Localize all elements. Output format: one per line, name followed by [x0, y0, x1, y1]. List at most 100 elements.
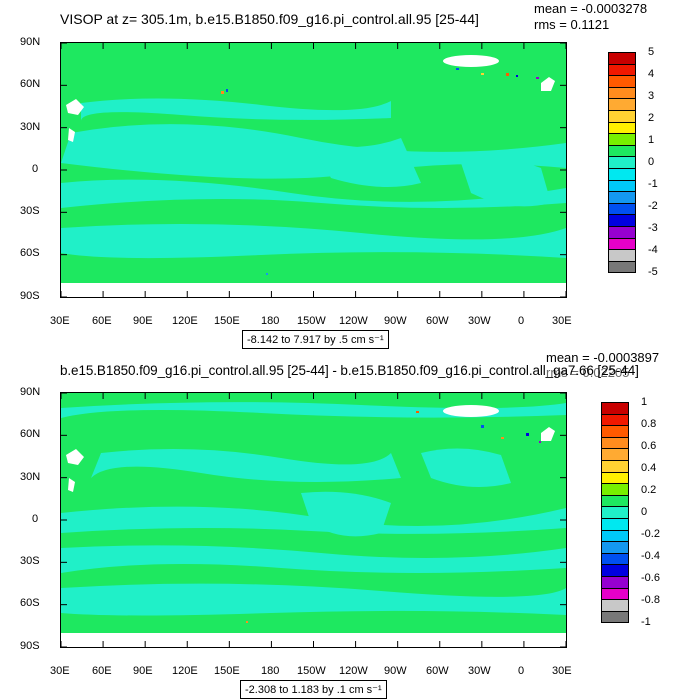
colorbar-label: 2 [648, 112, 655, 125]
colorbar-label: -1 [641, 616, 651, 629]
land-mask [541, 77, 555, 91]
panel-1-map-svg [61, 43, 566, 297]
panel-1-title: VISOP at z= 305.1m, b.e15.B1850.f09_g16.… [60, 11, 479, 27]
anomaly-speck [506, 73, 509, 76]
colorbar-label: -1 [648, 178, 658, 191]
lon-tick: 60W [426, 315, 449, 327]
lat-tick: 30N [20, 471, 41, 483]
anomaly-speck [221, 91, 224, 94]
colorbar-label: 3 [648, 90, 655, 103]
lon-tick: 90W [384, 315, 407, 327]
lon-tick: 60W [426, 665, 449, 677]
lon-tick: 90E [133, 315, 153, 327]
colorbar-label: 0 [641, 506, 648, 519]
lat-tick: 90N [20, 36, 41, 48]
anomaly-speck [416, 411, 419, 413]
ocean-band [61, 124, 566, 179]
anomaly-speck [266, 273, 268, 275]
lat-tick: 30S [20, 555, 40, 567]
anomaly-speck [456, 68, 459, 70]
lon-tick: 150E [214, 315, 240, 327]
colorbar-label: 0.6 [641, 440, 657, 453]
lon-tick: 150W [297, 665, 326, 677]
lat-tick: 30N [20, 121, 41, 133]
panel-1-map [60, 42, 567, 298]
colorbar-label: 4 [648, 68, 655, 81]
lon-tick: 90E [133, 665, 153, 677]
panel-1-rms: rms = 0.1121 [534, 17, 610, 32]
anomaly-speck [226, 89, 228, 92]
anomaly-speck [536, 77, 539, 79]
lon-tick: 30E [552, 315, 572, 327]
ocean-band [81, 98, 391, 121]
land-mask [68, 478, 75, 492]
ocean-band [461, 159, 551, 207]
land-mask [443, 55, 499, 67]
colorbar-label: 0.8 [641, 418, 657, 431]
ocean-band [311, 138, 421, 187]
panel-2-title: b.e15.B1850.f09_g16.pi_control.all.95 [2… [60, 364, 639, 378]
colorbar-label: -0.2 [641, 528, 660, 541]
colorbar-label: -0.8 [641, 594, 660, 607]
colorbar-swatch [608, 260, 636, 274]
land-mask [66, 99, 84, 115]
panel-1-mean: mean = -0.0003278 [534, 1, 648, 16]
anomaly-speck [501, 437, 504, 439]
lat-tick: 90S [20, 640, 40, 652]
anomaly-speck [539, 441, 541, 443]
colorbar-swatch [601, 610, 629, 624]
lon-tick: 120E [172, 665, 198, 677]
colorbar-label: 1 [641, 396, 648, 408]
colorbar-label: 0.4 [641, 462, 657, 475]
colorbar-label: -5 [648, 266, 658, 279]
lat-tick: 60N [20, 78, 41, 90]
lon-tick: 60E [92, 315, 112, 327]
lon-tick: 120W [339, 315, 368, 327]
lon-tick: 150E [214, 665, 240, 677]
lon-tick: 90W [384, 665, 407, 677]
colorbar-label: -4 [648, 244, 658, 257]
lon-tick: 0 [518, 665, 525, 677]
land-mask [541, 427, 555, 441]
anomaly-speck [246, 621, 248, 623]
panel-2-mean: mean = -0.0003897 [546, 350, 660, 365]
panel-1-range-label: -8.142 to 7.917 by .5 cm s⁻¹ [242, 330, 389, 349]
lon-tick: 180 [261, 315, 280, 327]
panel-2-rms: rms = 0.02205 [546, 365, 630, 380]
lon-tick: 120E [172, 315, 198, 327]
lon-tick: 60E [92, 665, 112, 677]
lon-tick: 180 [261, 665, 280, 677]
lat-tick: 60N [20, 428, 41, 440]
lon-tick: 30E [50, 315, 70, 327]
land-mask [443, 405, 499, 417]
colorbar-label: 5 [648, 46, 655, 58]
land-mask [66, 449, 84, 465]
lon-tick: 0 [518, 315, 525, 327]
panel-2-range-label: -2.308 to 1.183 by .1 cm s⁻¹ [240, 680, 387, 699]
ocean-band [61, 545, 566, 573]
ocean-band [301, 491, 391, 537]
anomaly-speck [516, 75, 518, 77]
lat-tick: 0 [32, 163, 39, 175]
ocean-band [61, 224, 566, 259]
colorbar-label: -2 [648, 200, 658, 213]
lon-tick: 150W [297, 315, 326, 327]
lon-tick: 120W [339, 665, 368, 677]
colorbar-label: -0.6 [641, 572, 660, 585]
lat-tick: 60S [20, 247, 40, 259]
ocean-band [61, 179, 566, 208]
lon-tick: 30E [552, 665, 572, 677]
colorbar-label: -3 [648, 222, 658, 235]
land-mask [68, 128, 75, 142]
lon-tick: 30E [50, 665, 70, 677]
colorbar-label: -0.4 [641, 550, 660, 563]
panel-2-map-svg [61, 393, 566, 647]
ocean-band [421, 448, 511, 487]
anomaly-speck [526, 433, 529, 436]
ocean-band [91, 449, 401, 482]
colorbar-label: 0.2 [641, 484, 657, 497]
lat-tick: 30S [20, 205, 40, 217]
panel-2-map [60, 392, 567, 648]
lat-tick: 0 [32, 513, 39, 525]
anomaly-speck [481, 425, 484, 428]
